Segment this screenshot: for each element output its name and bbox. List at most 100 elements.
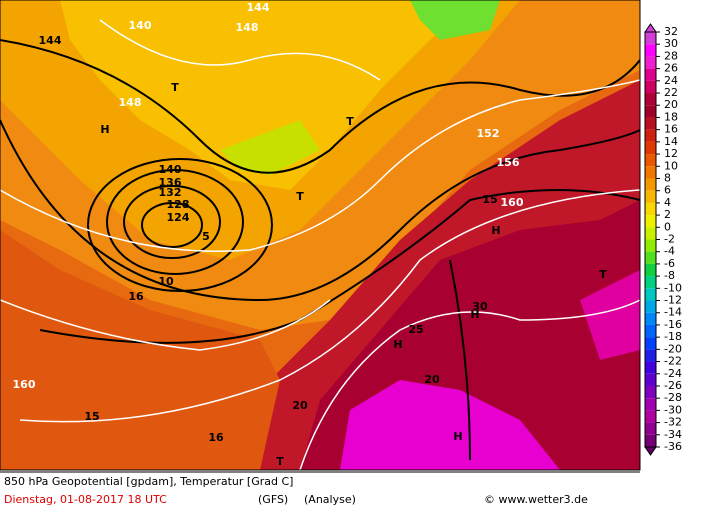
legend-label: -22 <box>664 355 682 368</box>
legend-swatch <box>645 410 656 423</box>
isotherm <box>0 19 640 470</box>
legend-label: -30 <box>664 403 682 416</box>
legend-label: 14 <box>664 135 678 148</box>
legend-label: 26 <box>664 62 678 75</box>
legend-swatch <box>645 239 656 252</box>
legend-swatch <box>645 373 656 386</box>
map-label: 5 <box>202 230 210 243</box>
map-label: T <box>346 115 354 128</box>
legend-label: -8 <box>664 269 675 282</box>
legend-swatch <box>645 32 656 45</box>
legend-label: 8 <box>664 171 671 184</box>
map-label: 25 <box>408 323 423 336</box>
map-frame <box>0 0 641 471</box>
map-label: 140 <box>129 19 152 32</box>
legend-swatch <box>645 398 656 411</box>
legend-label: 0 <box>664 220 671 233</box>
legend-label: -32 <box>664 416 682 429</box>
legend-swatch <box>645 202 656 216</box>
legend-label: 12 <box>664 147 678 160</box>
legend-label: 10 <box>664 159 678 172</box>
legend-swatch <box>645 166 656 179</box>
legend-arrow-bottom <box>644 446 657 456</box>
map-label: 132 <box>159 186 182 199</box>
legend-swatch <box>645 44 656 57</box>
legend-swatch <box>645 154 656 167</box>
legend-label: 28 <box>664 49 678 62</box>
model-name: (GFS) <box>258 493 288 506</box>
map-label: 136 <box>159 176 182 189</box>
map-label: T <box>171 81 179 94</box>
legend-swatch <box>645 312 656 325</box>
legend-swatch <box>645 105 656 118</box>
legend-label: 6 <box>664 184 671 197</box>
map-label: 124 <box>167 211 190 224</box>
legend-label: -20 <box>664 342 682 355</box>
legend-swatch <box>645 337 656 350</box>
legend-swatch <box>645 141 656 155</box>
map-date: Dienstag, 01-08-2017 18 UTC <box>4 493 167 506</box>
legend-swatch <box>645 288 656 301</box>
legend-swatch <box>645 80 656 94</box>
legend-swatch <box>645 251 656 264</box>
map-label: 144 <box>247 1 270 14</box>
legend-swatch <box>645 129 656 142</box>
map-label: H <box>491 224 500 237</box>
legend-label: 16 <box>664 123 678 136</box>
legend-arrow-top <box>644 23 657 33</box>
map-label: 10 <box>158 275 174 288</box>
map-label: 152 <box>477 127 500 140</box>
legend-swatch <box>645 178 656 191</box>
legend-label: -12 <box>664 294 682 307</box>
legend-label: -28 <box>664 391 682 404</box>
legend-swatch <box>645 422 656 435</box>
map-label: 16 <box>128 290 144 303</box>
legend-swatch <box>645 276 656 289</box>
map-label: 20 <box>292 399 308 412</box>
map-label: 20 <box>424 373 440 386</box>
source: © www.wetter3.de <box>484 493 588 506</box>
legend-swatch <box>645 300 656 313</box>
legend-label: -18 <box>664 330 682 343</box>
legend-label: 22 <box>664 86 678 99</box>
map-label: H <box>100 123 109 136</box>
legend-label: 24 <box>664 74 678 87</box>
legend-label: -10 <box>664 281 682 294</box>
map-label: H <box>393 338 402 351</box>
legend-label: 2 <box>664 208 671 221</box>
legend-swatch <box>645 56 656 69</box>
map-label: 160 <box>13 378 36 391</box>
legend-label: 4 <box>664 196 671 209</box>
map-label: T <box>599 268 607 281</box>
legend-label: -14 <box>664 306 682 319</box>
legend-label: -16 <box>664 318 682 331</box>
legend-label: -4 <box>664 245 675 258</box>
legend-label: -34 <box>664 428 682 441</box>
legend-swatch <box>645 93 656 106</box>
legend-swatch <box>645 190 656 203</box>
map-label: 15 <box>84 410 99 423</box>
isohypse <box>0 39 640 461</box>
legend-swatch <box>645 434 656 447</box>
map-label: H <box>470 308 479 321</box>
legend-label: 32 <box>664 25 678 38</box>
map-label: 140 <box>159 163 182 176</box>
legend-swatch <box>645 385 656 399</box>
map-title: 850 hPa Geopotential [gpdam], Temperatur… <box>4 475 293 488</box>
map <box>0 0 640 470</box>
legend-label: 18 <box>664 110 678 123</box>
legend-label: -24 <box>664 367 682 380</box>
map-label: H <box>453 430 462 443</box>
map-label: 15 <box>482 193 497 206</box>
map-label: T <box>276 455 284 468</box>
map-label: 148 <box>236 21 259 34</box>
legend-label: -36 <box>664 440 682 453</box>
legend-swatch <box>645 349 656 362</box>
legend-swatch <box>645 68 656 81</box>
color-legend: 32302826242220181614121086420-2-4-6-8-10… <box>644 23 682 456</box>
map-label: 30 <box>472 300 488 313</box>
map-label: 144 <box>39 34 62 47</box>
legend-label: 20 <box>664 98 678 111</box>
